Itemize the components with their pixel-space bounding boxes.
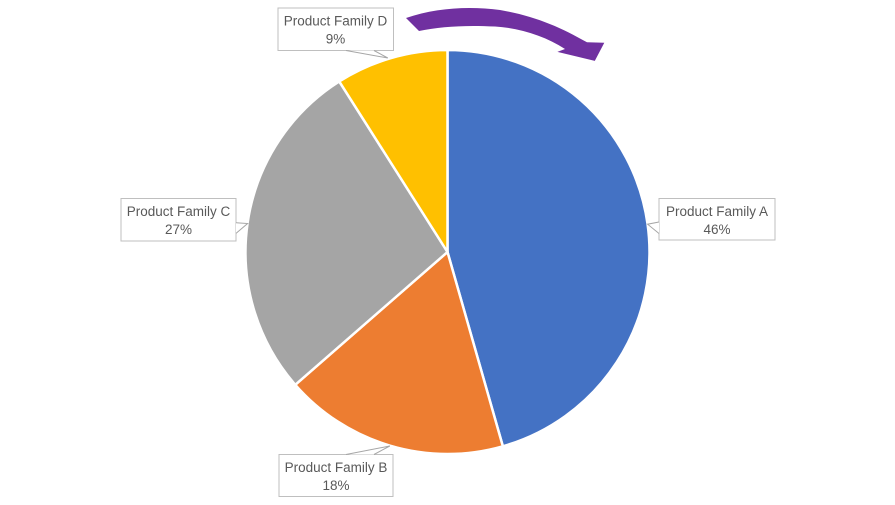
svg-text:46%: 46% [703, 222, 730, 237]
svg-text:Product Family B: Product Family B [285, 460, 388, 475]
svg-text:18%: 18% [322, 478, 349, 493]
svg-text:Product Family A: Product Family A [666, 204, 768, 219]
svg-text:27%: 27% [165, 222, 192, 237]
svg-text:Product Family C: Product Family C [127, 204, 231, 219]
svg-text:Product Family D: Product Family D [284, 14, 388, 29]
svg-text:9%: 9% [326, 32, 346, 47]
